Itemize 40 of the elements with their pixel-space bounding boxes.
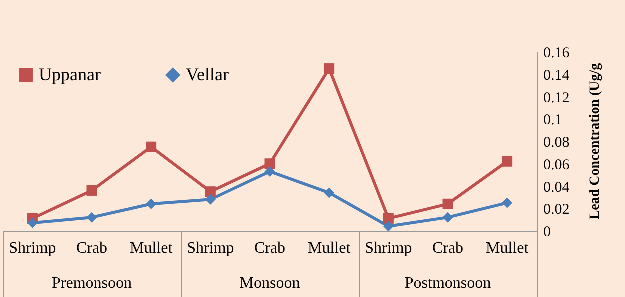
x-tick-label: Crab — [432, 240, 464, 257]
y-tick-label: 0.14 — [544, 68, 570, 84]
point — [442, 198, 454, 210]
x-tick-label: Shrimp — [365, 240, 412, 257]
y-tick-label: 0.1 — [544, 112, 562, 129]
point — [502, 198, 513, 208]
y-tick-label: 0.16 — [544, 46, 570, 62]
legend-label: Vellar — [186, 64, 229, 84]
point — [205, 194, 216, 205]
point — [205, 186, 216, 198]
y-axis-title: Lead Concentration (Ug/g — [588, 63, 603, 220]
text: Monsoon — [240, 275, 300, 292]
point — [502, 156, 513, 167]
y-tick-label: 0.12 — [544, 90, 570, 106]
x-tick-label: Crab — [76, 240, 108, 257]
y-tick-label: 0.06 — [544, 157, 570, 174]
point — [383, 221, 394, 232]
text: Premonsoon — [52, 275, 132, 292]
point — [146, 198, 157, 210]
y-tick-label: 0.02 — [544, 202, 570, 218]
x-tick-label: Shrimp — [187, 240, 234, 257]
x-tick-label: Mullet — [486, 240, 530, 257]
point — [324, 64, 335, 74]
y-tick-label: 0.08 — [544, 135, 570, 151]
point — [146, 142, 157, 152]
y-tick-label: 0 — [544, 224, 551, 240]
point — [86, 185, 98, 196]
point — [324, 188, 335, 198]
point — [383, 213, 394, 224]
text: Postmonsoon — [404, 275, 492, 292]
x-tick-label: Mullet — [308, 240, 352, 257]
y-tick-label: 0.04 — [544, 180, 570, 196]
point — [442, 212, 454, 223]
x-tick-label: Shrimp — [9, 240, 56, 257]
point — [264, 166, 276, 177]
x-tick-label: Crab — [254, 240, 286, 257]
point — [86, 212, 98, 223]
point — [27, 218, 38, 228]
legend-label: Uppanar — [39, 64, 101, 84]
x-tick-label: Mullet — [130, 240, 174, 257]
